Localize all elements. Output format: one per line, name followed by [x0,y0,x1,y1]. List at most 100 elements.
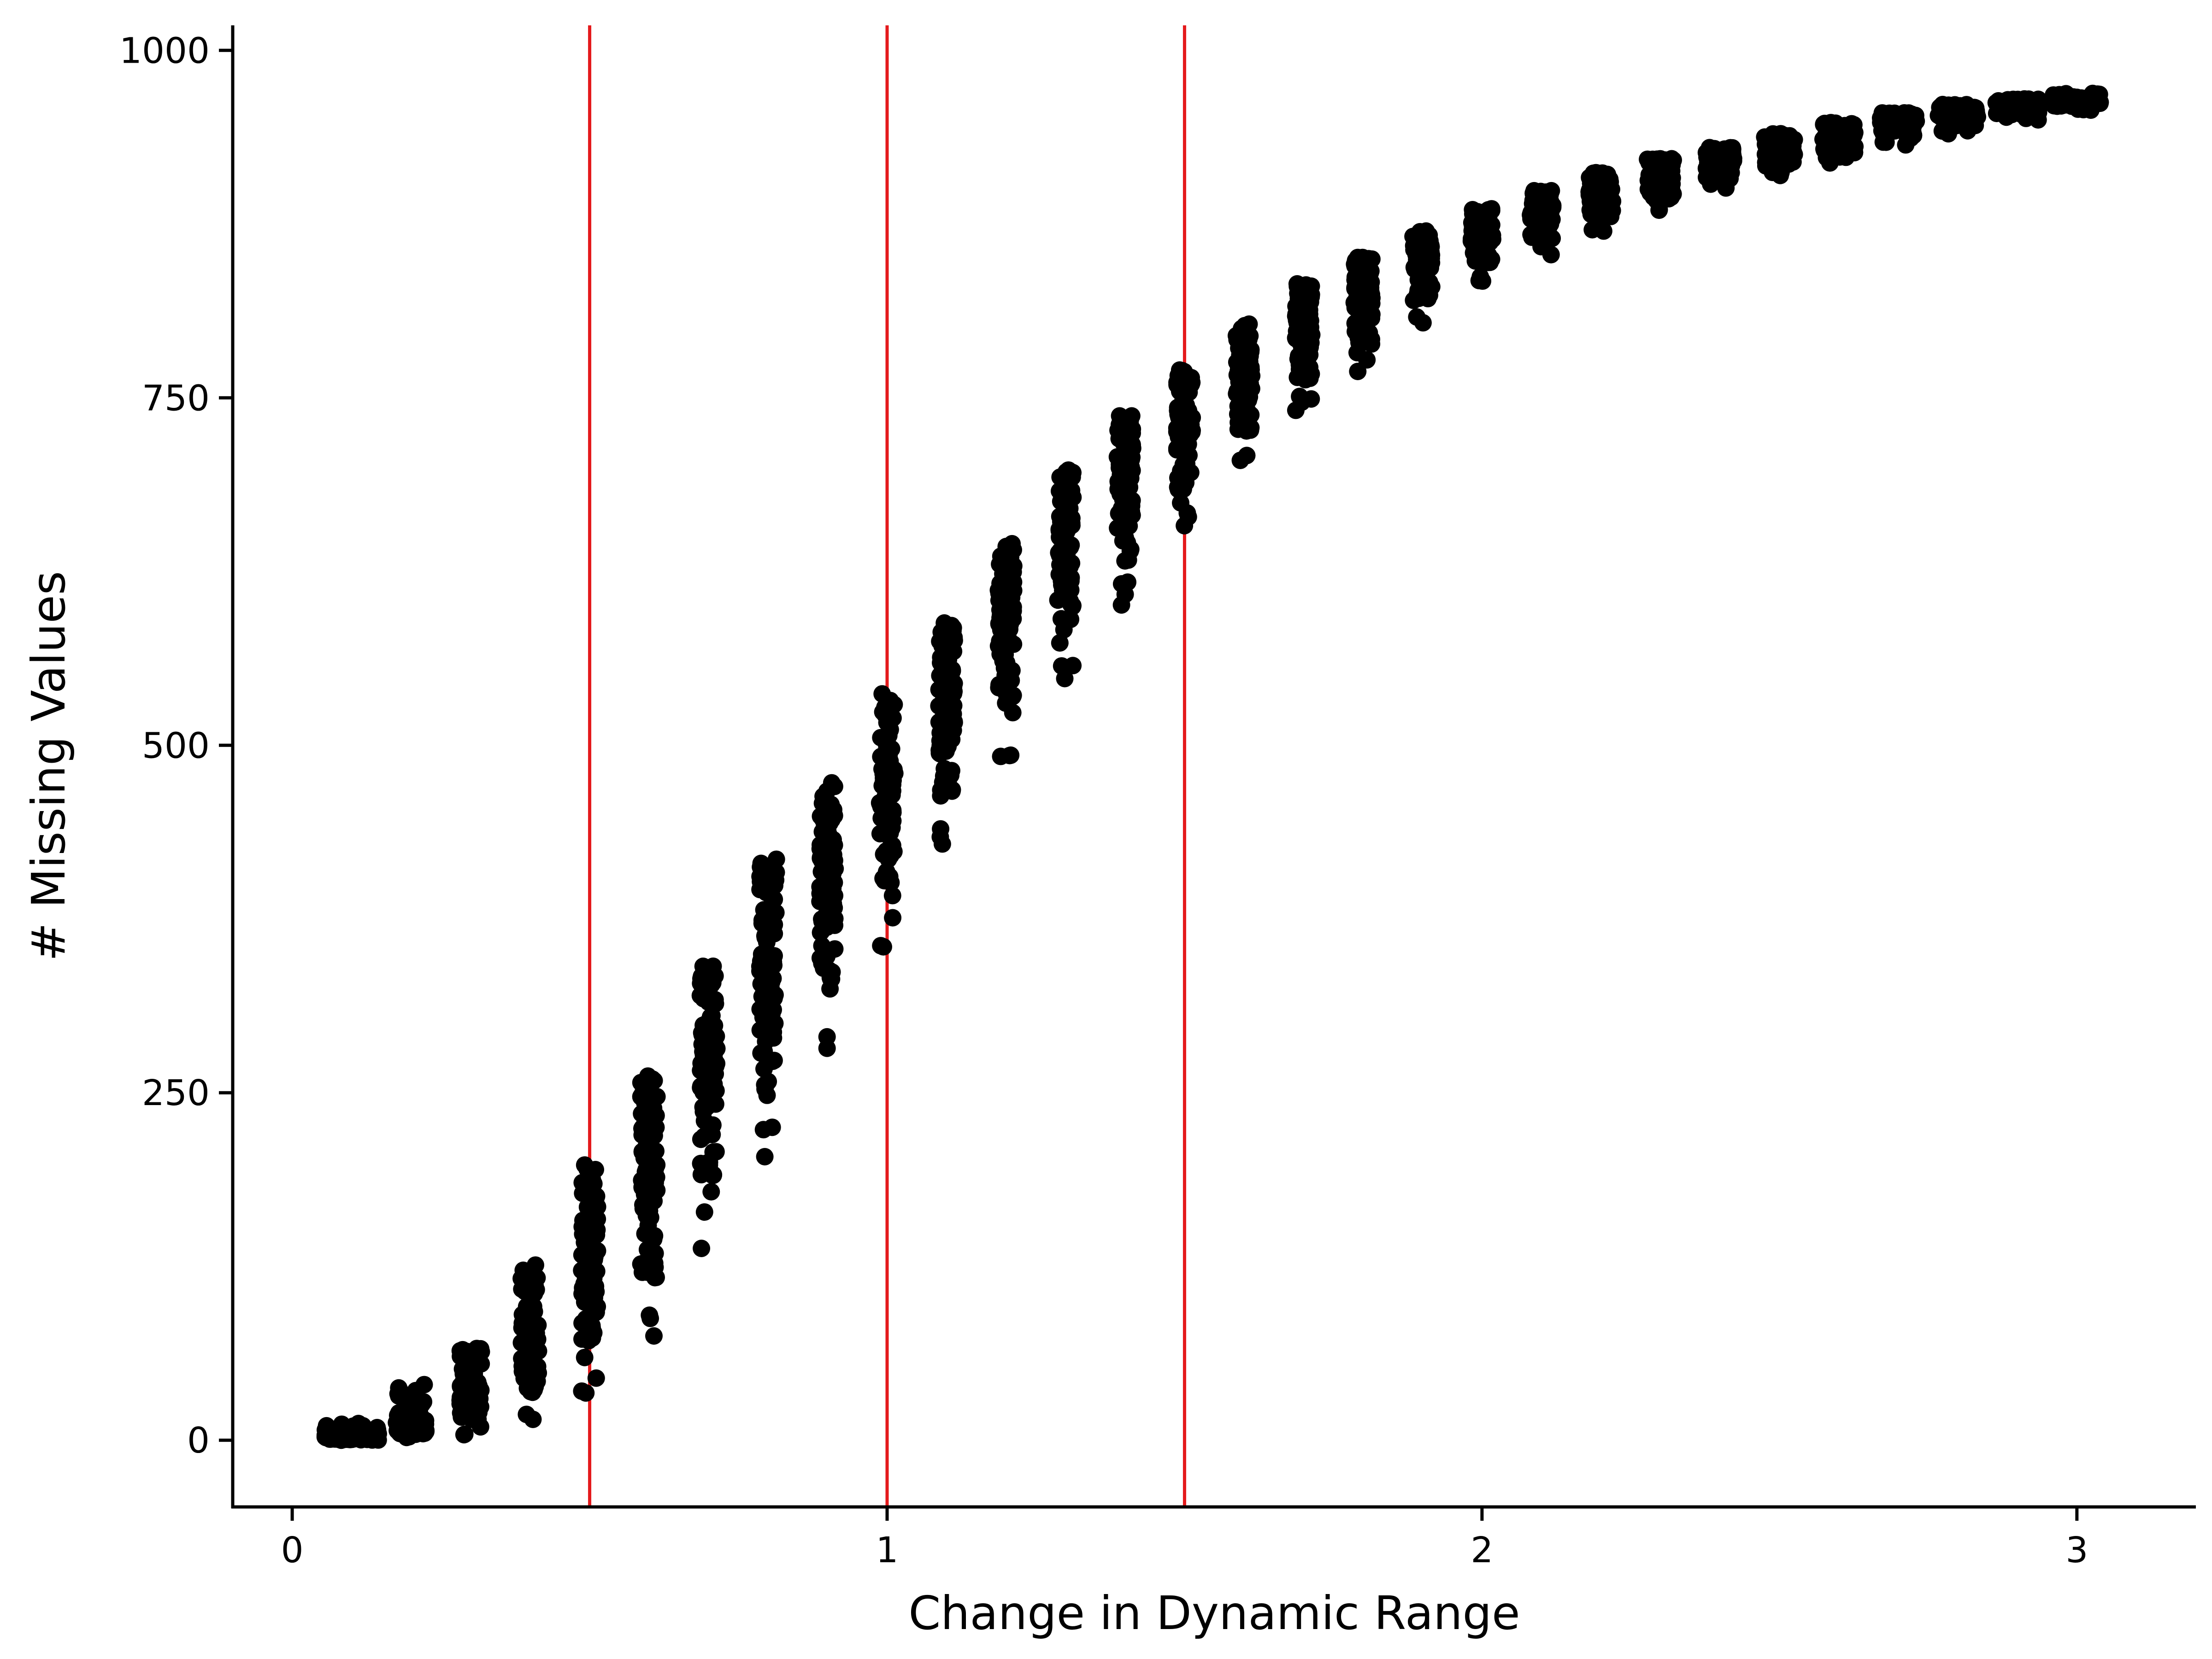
data-point [1063,482,1081,500]
data-point [766,1014,784,1032]
data-point [1002,746,1020,764]
data-point [943,782,961,800]
data-point [581,1231,599,1249]
data-point [1172,494,1189,512]
data-point [1111,459,1129,477]
data-point [468,1340,486,1358]
data-point [940,727,958,744]
data-point [1483,200,1500,218]
data-point [880,810,898,828]
data-point [647,1268,665,1286]
data-point [588,1198,606,1216]
data-point [648,1088,666,1106]
data-point [453,1341,471,1359]
data-point [1987,94,2005,112]
data-point [2058,86,2076,104]
y-axis-ticks: 0 250 500 750 1000 [119,30,233,1461]
data-point [1003,535,1021,553]
data-point [415,1376,433,1394]
data-point [1177,462,1195,480]
data-point [945,697,963,715]
data-point [1301,369,1319,387]
data-point [704,957,722,975]
data-point [753,876,771,893]
data-point [706,995,724,1012]
data-point [757,1033,775,1051]
data-point [756,1148,774,1165]
data-point [1417,222,1435,240]
data-point [587,1369,605,1387]
data-point [873,685,891,703]
data-point [692,1130,710,1148]
data-point [471,1382,488,1400]
data-point [823,963,841,981]
data-point [872,937,890,955]
data-point [1233,403,1251,421]
data-point [1644,150,1662,168]
data-point [762,956,780,974]
data-point [693,1240,711,1257]
data-point [1116,552,1134,570]
data-point [1000,552,1018,570]
axes [231,25,2196,1509]
data-point [1123,497,1141,515]
x-axis-ticks: 0 1 2 3 [281,1507,2088,1571]
data-point [694,1046,712,1064]
data-point [461,1356,479,1374]
data-point [527,1256,544,1274]
data-point [826,940,844,958]
x-tick-label: 0 [281,1530,304,1571]
data-point [702,1183,720,1201]
data-point [1288,275,1306,293]
data-point [826,860,844,877]
data-point [759,1073,777,1090]
data-point [1179,508,1197,526]
data-point [518,1331,536,1349]
data-point [456,1425,474,1443]
data-point [935,614,953,632]
data-point [1229,420,1247,438]
data-point [757,976,775,994]
x-tick-label: 2 [1471,1530,1493,1571]
data-point [872,729,890,747]
data-point [575,1329,593,1347]
data-point [388,1406,406,1424]
data-point [469,1411,487,1428]
data-point [576,1156,594,1174]
data-point [881,777,899,795]
data-point [1602,207,1620,225]
data-point [940,712,958,729]
data-point [574,1184,592,1202]
data-point [756,902,774,920]
data-point [1053,560,1071,578]
data-point [1953,99,1971,117]
data-point [1123,407,1141,425]
data-point [997,694,1015,712]
data-point [1051,507,1069,525]
data-point [645,1327,663,1345]
data-point [932,820,950,838]
data-point [754,1121,772,1139]
data-point [1700,139,1718,157]
data-points [316,84,2109,1449]
data-point [1004,602,1022,620]
data-point [1934,95,1952,113]
data-point [1348,297,1366,315]
data-point [1822,114,1840,132]
data-point [1293,393,1311,411]
data-point [573,1285,591,1303]
data-point [1112,575,1130,593]
data-point [1408,308,1426,326]
data-point [633,1263,651,1281]
data-point [876,700,894,718]
data-point [1292,295,1310,313]
data-point [818,918,836,936]
data-point [935,684,953,702]
data-point [1346,280,1364,298]
data-point [573,1246,591,1264]
data-point [638,1241,656,1259]
data-point [1059,461,1077,479]
data-point [641,1306,659,1324]
data-point [517,1272,535,1290]
data-point [577,1271,594,1288]
